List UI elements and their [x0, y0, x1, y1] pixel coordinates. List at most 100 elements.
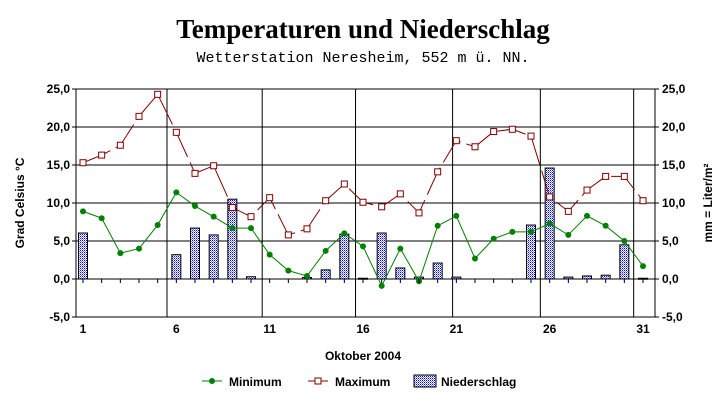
niederschlag-bar	[246, 276, 256, 280]
maximum-point	[471, 143, 479, 151]
niederschlag-bar	[339, 233, 350, 280]
y-tick-label-right: 20,0	[662, 120, 686, 134]
minimum-point	[453, 212, 460, 219]
minimum-point	[210, 213, 217, 220]
maximum-point	[340, 180, 348, 188]
maximum-point	[564, 207, 572, 215]
x-tick-label: 21	[450, 322, 464, 336]
y-tick-label-left: 25,0	[47, 82, 71, 96]
legend-maximum: Maximum	[335, 375, 390, 389]
minimum-point	[80, 208, 86, 215]
y-tick-label-left: 0,0	[53, 272, 70, 286]
maximum-point	[135, 112, 143, 120]
minimum-point	[173, 189, 180, 196]
minimum-point	[304, 272, 310, 279]
minimum-point	[98, 215, 105, 222]
minimum-point	[397, 245, 404, 252]
niederschlag-bar	[171, 254, 182, 280]
minimum-point	[360, 243, 366, 250]
x-tick-label: 11	[263, 322, 276, 336]
maximum-point	[546, 193, 554, 201]
minimum-point	[621, 238, 628, 244]
y-tick-label-right: 10,0	[662, 196, 686, 210]
minimum-point	[285, 267, 292, 274]
maximum-point	[359, 198, 367, 206]
minimum-point	[565, 231, 572, 238]
y-tick-label-right: 25,0	[662, 82, 686, 96]
y-tick-label-left: 10,0	[47, 196, 71, 210]
minimum-point	[322, 247, 329, 254]
x-tick-label: 31	[636, 322, 650, 336]
maximum-point	[322, 197, 330, 205]
minimum-point	[602, 222, 609, 229]
maximum-point	[247, 213, 255, 221]
maximum-point	[98, 151, 106, 159]
niederschlag-bar	[208, 234, 219, 280]
maximum-point	[452, 137, 460, 145]
niederschlag-bar	[619, 244, 630, 280]
minimum-point	[640, 263, 646, 270]
maximum-point	[639, 197, 647, 205]
legend-maximum-marker	[314, 377, 322, 385]
x-axis-title: Oktober 2004	[325, 349, 401, 363]
maximum-point	[396, 190, 404, 198]
minimum-point	[154, 222, 161, 229]
niederschlag-bar	[227, 198, 238, 280]
minimum-point	[136, 245, 142, 252]
maximum-point	[116, 141, 124, 149]
maximum-point	[154, 90, 162, 98]
minimum-point	[528, 228, 534, 235]
legend-niederschlag: Niederschlag	[441, 375, 516, 389]
minimum-point	[117, 250, 124, 257]
maximum-point	[303, 225, 311, 233]
niederschlag-bar	[432, 262, 443, 280]
niederschlag-bar	[190, 227, 200, 280]
minimum-point	[546, 220, 553, 227]
maximum-point	[210, 162, 218, 170]
niederschlag-bar	[395, 267, 406, 280]
maximum-point	[172, 128, 180, 136]
maximum-point	[583, 186, 591, 194]
y-axis-left-title: Grad Celsius °C	[13, 157, 27, 248]
maximum-point	[228, 204, 236, 212]
y-tick-label-left: -5,0	[49, 310, 70, 324]
maximum-point	[620, 172, 628, 180]
minimum-point	[341, 230, 348, 237]
minimum-point	[248, 225, 254, 232]
y-tick-label-right: 0,0	[662, 272, 679, 286]
minimum-point	[266, 251, 273, 258]
maximum-point	[602, 172, 610, 180]
x-tick-label: 26	[543, 322, 557, 336]
legend-minimum-marker	[209, 378, 215, 384]
maximum-point	[191, 169, 199, 177]
minimum-point	[584, 212, 590, 219]
y-tick-label-left: 15,0	[47, 158, 71, 172]
minimum-point	[490, 235, 497, 242]
minimum-point	[509, 228, 516, 235]
niederschlag-bar	[563, 276, 574, 280]
x-tick-label: 16	[356, 322, 370, 336]
minimum-point	[434, 222, 441, 229]
minimum-point	[192, 203, 198, 210]
x-tick-label: 6	[173, 322, 180, 336]
maximum-point	[378, 203, 386, 211]
minimum-point	[229, 225, 236, 232]
niederschlag-bar	[600, 274, 611, 280]
niederschlag-bar	[376, 232, 387, 280]
minimum-point	[472, 255, 478, 262]
minimum-point	[378, 282, 385, 289]
maximum-point	[527, 132, 535, 140]
legend-minimum: Minimum	[229, 375, 282, 389]
maximum-point	[79, 159, 87, 167]
y-tick-label-left: 5,0	[53, 234, 70, 248]
y-axis-right-title: mm = Liter/m²	[701, 163, 715, 242]
legend-niederschlag-marker	[413, 374, 437, 388]
y-tick-label-right: 5,0	[662, 234, 679, 248]
niederschlag-bar	[582, 275, 592, 280]
maximum-point	[266, 194, 274, 202]
legend: Minimum Maximum Niederschlag	[202, 374, 516, 389]
niederschlag-bar	[78, 232, 88, 280]
chart-subtitle: Wetterstation Neresheim, 552 m ü. NN.	[196, 50, 529, 67]
